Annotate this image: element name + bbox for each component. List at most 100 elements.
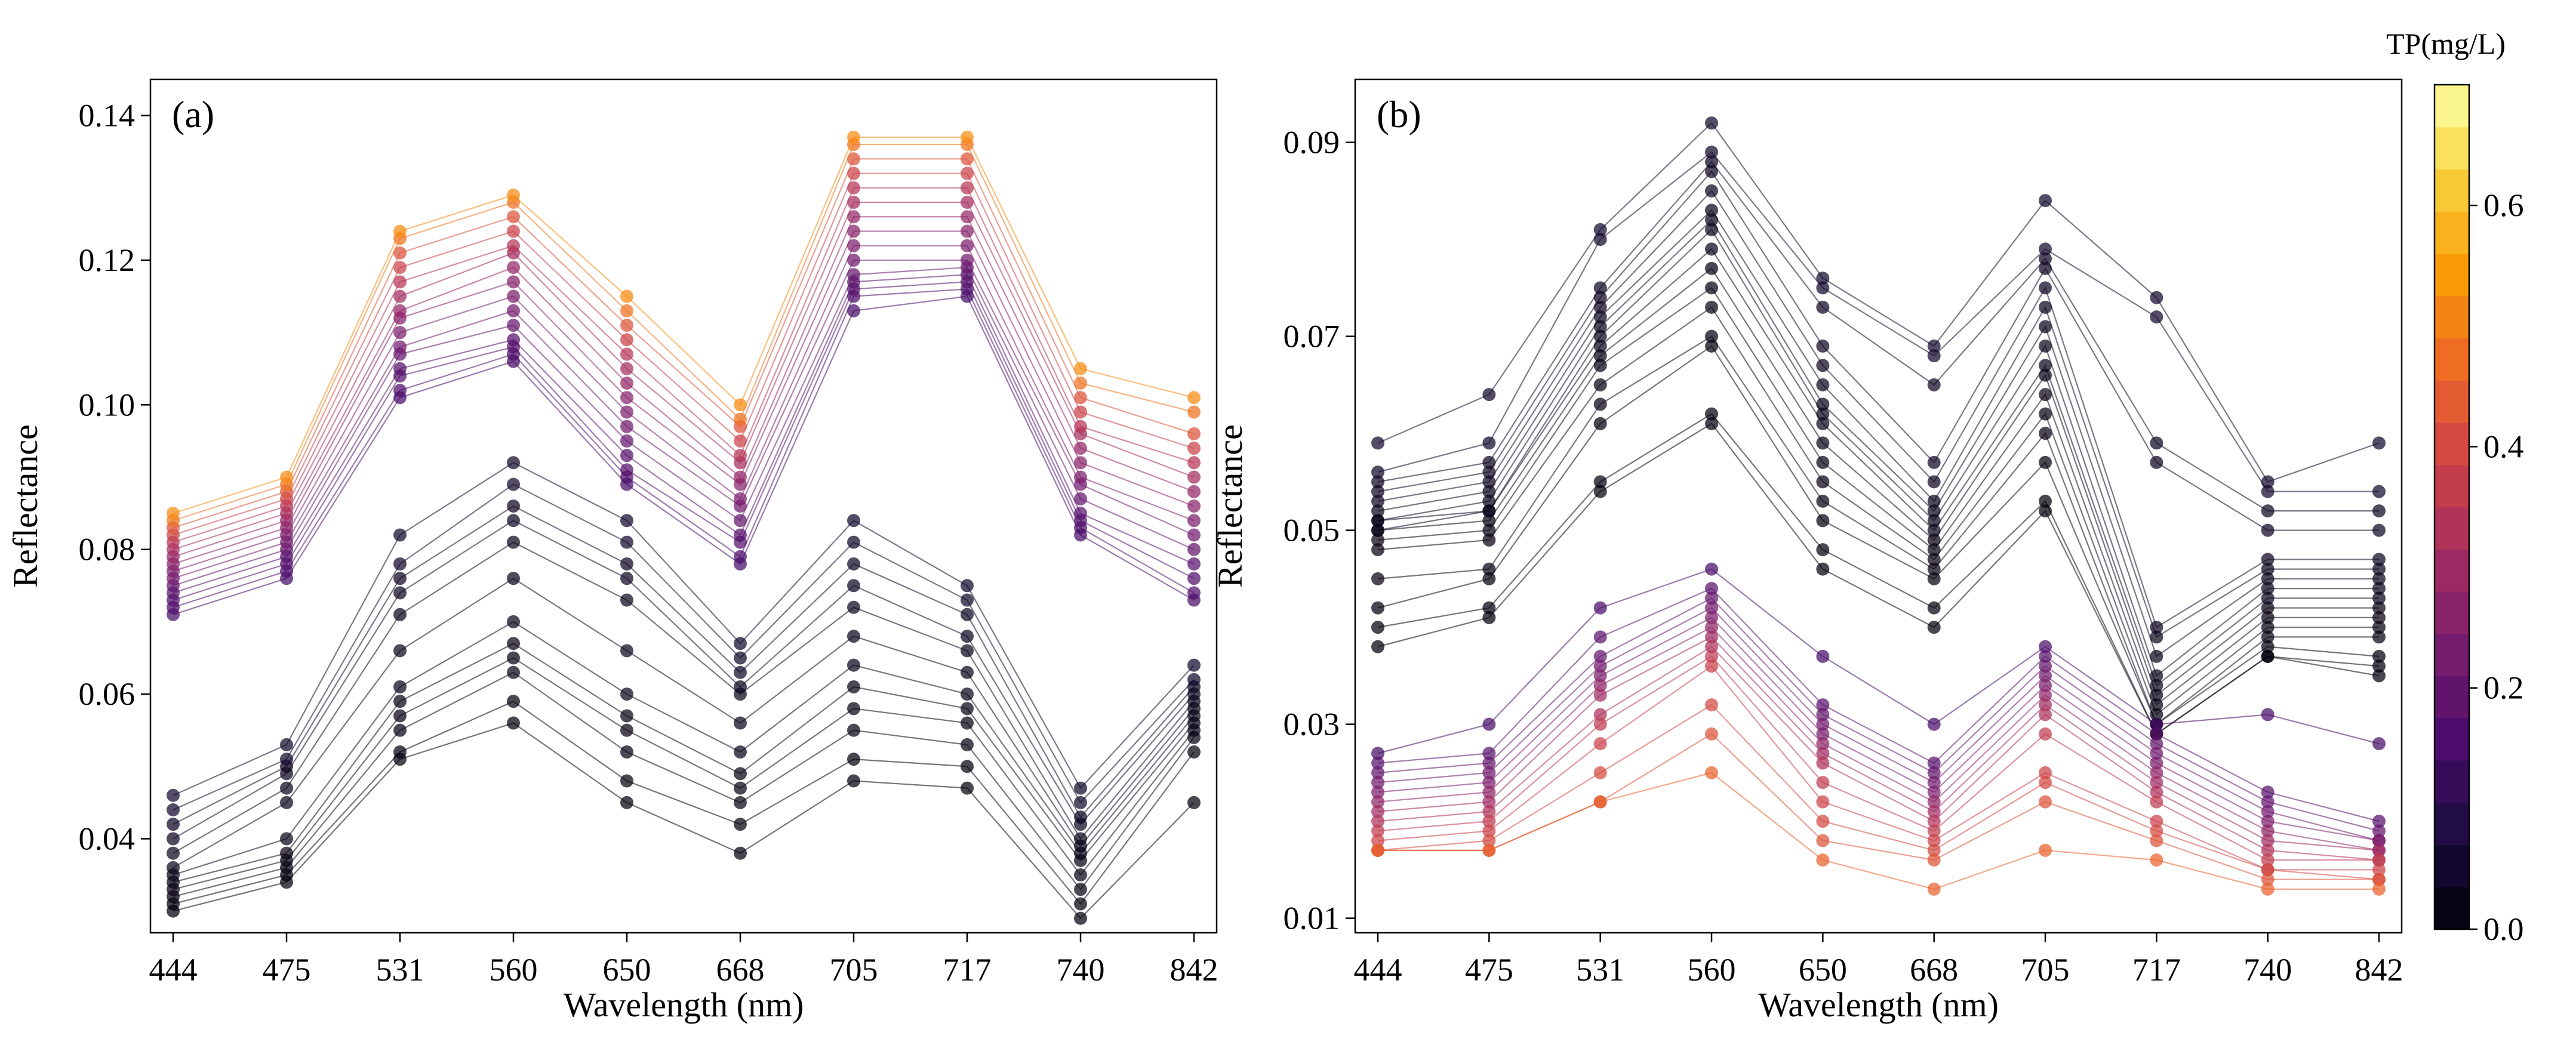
series-line — [173, 621, 1195, 876]
data-point — [620, 687, 633, 701]
data-point — [2039, 669, 2052, 683]
data-point — [1593, 679, 1607, 692]
data-point — [1482, 776, 1496, 790]
data-point — [167, 818, 180, 831]
data-point — [2261, 630, 2275, 644]
data-point — [1705, 417, 1718, 430]
data-point — [2039, 368, 2052, 382]
data-point — [1371, 747, 1384, 760]
data-point — [847, 196, 860, 209]
panel-b: 444 475 531 560 650 668 705 717 740 842 0.01 0.03 0.… — [1211, 78, 2403, 1024]
data-point — [507, 514, 520, 528]
data-point — [167, 788, 180, 802]
data-point — [1816, 378, 1830, 391]
data-point — [1074, 456, 1087, 470]
series-line — [173, 295, 1195, 615]
series-line — [1377, 151, 2379, 492]
data-point — [2372, 523, 2386, 537]
data-point — [1371, 514, 1384, 528]
data-point — [2039, 427, 2052, 440]
data-point — [1816, 776, 1830, 790]
data-point — [961, 224, 974, 238]
data-point — [1927, 601, 1941, 615]
data-point — [2372, 601, 2386, 615]
data-point — [1705, 261, 1718, 275]
data-point — [2372, 621, 2386, 634]
data-point — [734, 767, 747, 781]
data-point — [2372, 882, 2386, 896]
data-point — [1816, 853, 1830, 867]
data-point — [1593, 320, 1607, 334]
data-point — [2039, 300, 2052, 314]
data-point — [847, 680, 860, 693]
data-point — [1482, 601, 1496, 615]
data-point — [1593, 378, 1607, 391]
series-line — [173, 577, 1195, 868]
series-b26 — [1371, 659, 2386, 877]
data-point — [1816, 727, 1830, 741]
data-point — [1705, 165, 1718, 178]
data-point — [734, 398, 747, 412]
data-point — [393, 680, 407, 693]
data-point — [507, 333, 520, 347]
x-tick-label: 650 — [603, 952, 651, 988]
x-tick-label: 740 — [2243, 952, 2292, 988]
data-point — [1816, 815, 1830, 828]
data-point — [2261, 785, 2275, 799]
data-point — [1927, 766, 1941, 779]
series-b21 — [1371, 611, 2386, 847]
data-point — [2372, 649, 2386, 663]
colorbar-segment — [2435, 549, 2469, 592]
data-point — [1187, 673, 1201, 686]
series-line — [173, 483, 1195, 810]
data-point — [1074, 507, 1087, 520]
series-a3 — [167, 152, 1201, 535]
data-point — [2150, 649, 2163, 663]
series-a25 — [167, 665, 1201, 904]
data-point — [2372, 872, 2386, 886]
colorbar-segment — [2435, 591, 2469, 634]
y-tick-label: 0.07 — [1284, 319, 1340, 354]
data-point — [1187, 745, 1201, 759]
data-point — [1074, 470, 1087, 484]
data-point — [280, 875, 293, 889]
data-point — [2261, 553, 2275, 566]
data-point — [2261, 504, 2275, 518]
data-point — [1371, 494, 1384, 508]
data-point — [167, 803, 180, 816]
data-point — [1482, 717, 1496, 731]
series-b8 — [1371, 223, 2386, 683]
data-point — [1187, 658, 1201, 672]
data-point — [1593, 630, 1607, 644]
series-line — [173, 288, 1195, 608]
data-point — [1927, 621, 1941, 634]
data-point — [961, 593, 974, 607]
y-tick-label: 0.09 — [1284, 125, 1340, 161]
data-point — [1593, 329, 1607, 343]
data-point — [734, 470, 747, 484]
series-a24 — [167, 651, 1201, 896]
data-point — [1187, 528, 1201, 542]
data-point — [507, 716, 520, 730]
data-point — [1187, 500, 1201, 513]
data-point — [1593, 708, 1607, 722]
data-point — [1816, 834, 1830, 847]
data-point — [1816, 359, 1830, 372]
series-a2 — [167, 138, 1201, 528]
series-line — [1377, 248, 2379, 687]
data-point — [2261, 591, 2275, 605]
data-point — [1482, 494, 1496, 508]
data-point — [1927, 756, 1941, 770]
series-line — [1377, 587, 2380, 822]
data-point — [1705, 640, 1718, 653]
series-a12 — [167, 268, 1201, 600]
data-point — [1482, 533, 1496, 547]
data-point — [734, 412, 747, 426]
x-tick-label: 842 — [1170, 952, 1218, 988]
data-point — [734, 492, 747, 505]
data-point — [2039, 776, 2052, 790]
data-point — [1593, 669, 1607, 683]
series-line — [1377, 229, 2379, 677]
data-point — [2150, 688, 2163, 702]
data-point — [507, 224, 520, 238]
